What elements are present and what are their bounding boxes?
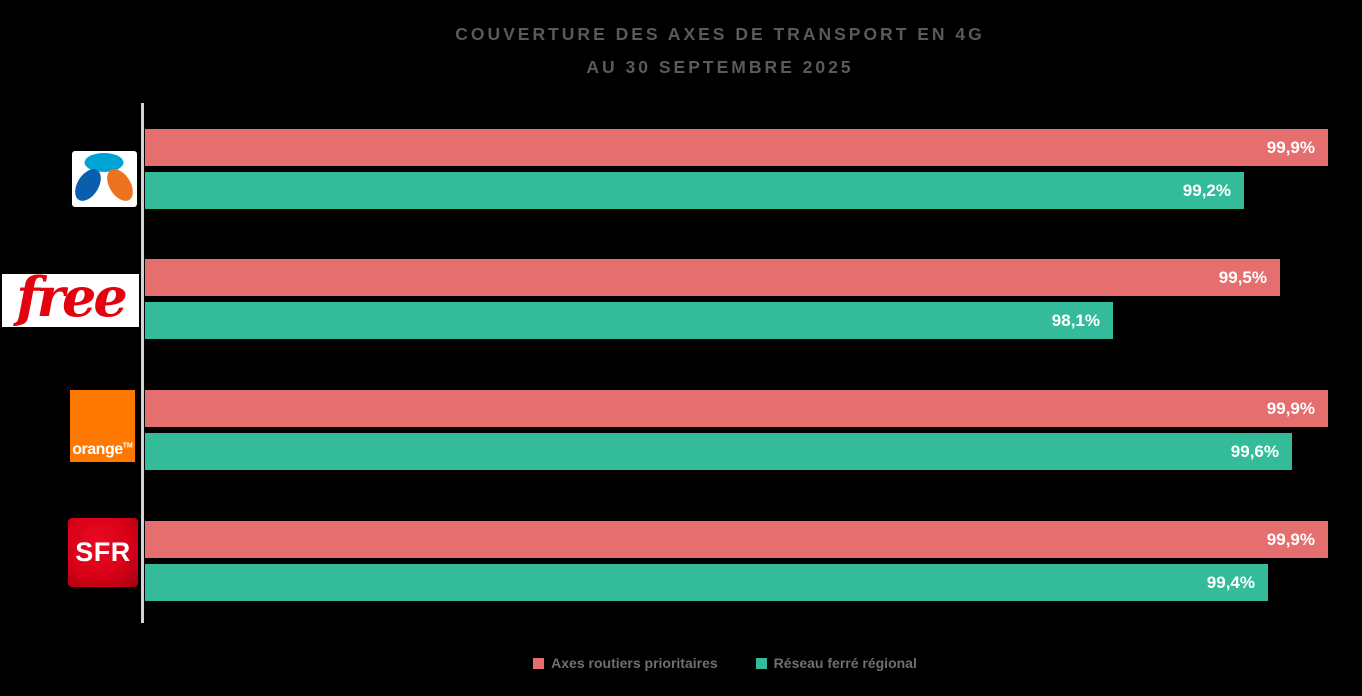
legend-item-axes-routiers: Axes routiers prioritaires xyxy=(533,655,718,671)
bar-free-reseau-ferre: 98,1% xyxy=(145,302,1113,339)
chart-title-line1: COUVERTURE DES AXES DE TRANSPORT EN 4G xyxy=(455,24,985,44)
legend-swatch-axes-routiers-icon xyxy=(533,657,545,669)
bar-sfr-reseau-ferre: 99,4% xyxy=(145,564,1268,601)
orange-trademark-mark: TM xyxy=(122,442,133,450)
value-label-orange-axes-routiers: 99,9% xyxy=(1266,398,1315,418)
bar-orange-reseau-ferre: 99,6% xyxy=(145,433,1292,470)
value-label-bouygues-reseau-ferre: 99,2% xyxy=(1182,180,1231,200)
logo-free-icon: free xyxy=(2,270,139,327)
orange-logo-word: orange xyxy=(72,441,123,458)
chart-title-line2: AU 30 SEPTEMBRE 2025 xyxy=(586,57,854,77)
value-label-sfr-axes-routiers: 99,9% xyxy=(1266,529,1315,549)
legend-label-reseau-ferre: Réseau ferré régional xyxy=(773,655,917,671)
orange-logo-text: orangeTM xyxy=(70,441,135,459)
bar-orange-axes-routiers: 99,9% xyxy=(145,390,1328,427)
legend-swatch-reseau-ferre-icon xyxy=(755,657,767,669)
logo-bouygues-telecom-icon xyxy=(72,151,137,207)
bouygues-ellipses-icon xyxy=(75,153,133,201)
bar-bouygues-reseau-ferre: 99,2% xyxy=(145,172,1244,209)
logo-sfr-icon: SFR xyxy=(68,518,138,587)
legend-item-reseau-ferre: Réseau ferré régional xyxy=(755,655,917,671)
legend: Axes routiers prioritaires Réseau ferré … xyxy=(88,655,1362,671)
value-label-free-axes-routiers: 99,5% xyxy=(1218,267,1267,287)
bar-bouygues-axes-routiers: 99,9% xyxy=(145,129,1328,166)
y-axis-line xyxy=(141,103,144,623)
value-label-free-reseau-ferre: 98,1% xyxy=(1051,310,1100,330)
sfr-logo-text: SFR xyxy=(75,537,131,567)
value-label-bouygues-axes-routiers: 99,9% xyxy=(1266,137,1315,157)
value-label-sfr-reseau-ferre: 99,4% xyxy=(1206,572,1255,592)
free-logo-text: free xyxy=(16,264,127,329)
legend-label-axes-routiers: Axes routiers prioritaires xyxy=(551,655,718,671)
logo-orange-icon: orangeTM xyxy=(70,390,135,462)
value-label-orange-reseau-ferre: 99,6% xyxy=(1230,441,1279,461)
chart-title: COUVERTURE DES AXES DE TRANSPORT EN 4G A… xyxy=(120,18,1320,84)
bar-sfr-axes-routiers: 99,9% xyxy=(145,521,1328,558)
bar-free-axes-routiers: 99,5% xyxy=(145,259,1280,296)
